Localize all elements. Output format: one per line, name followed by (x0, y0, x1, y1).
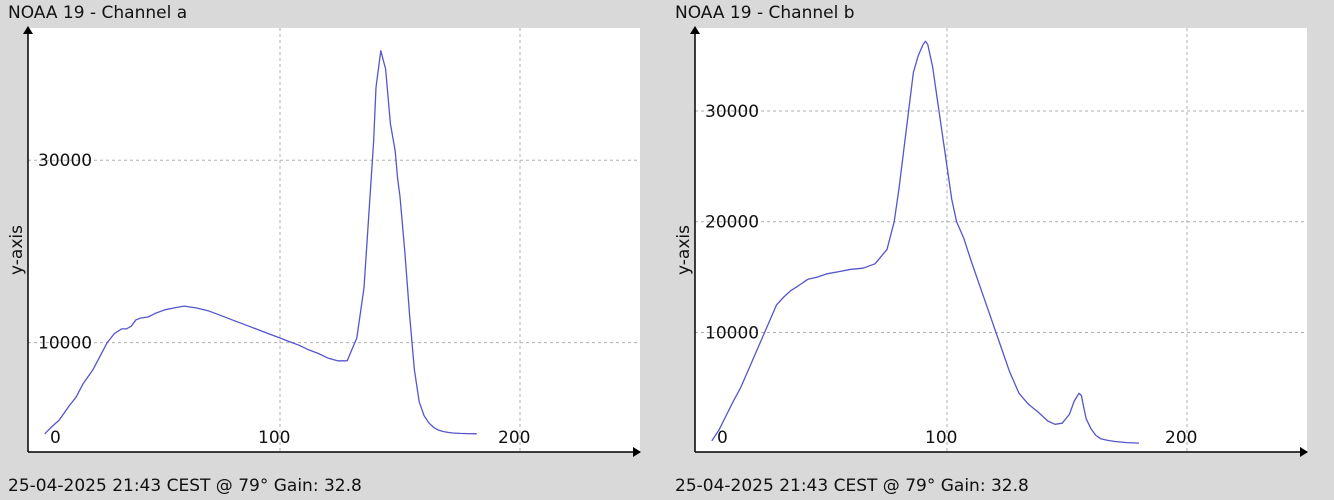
plot-area: 0 100 200 10000 20000 30000 y-axis (674, 26, 1308, 457)
x-tick-label: 100 (258, 428, 290, 448)
x-tick-label: 200 (498, 428, 530, 448)
x-tick-label: 0 (717, 428, 728, 448)
y-axis-title: y-axis (674, 225, 694, 275)
y-tick-label: 20000 (705, 213, 759, 233)
plot-area: 0 100 200 10000 30000 y-axis (7, 26, 641, 457)
chart-panel-a: NOAA 19 - Channel a 0 100 200 10000 30000 y-a… (7, 3, 641, 496)
x-tick-label: 0 (50, 428, 61, 448)
chart-panel-b: NOAA 19 - Channel b 0 100 200 10000 20000 300… (667, 0, 1334, 500)
y-tick-label: 10000 (705, 323, 759, 343)
y-tick-label: 10000 (38, 334, 92, 354)
y-axis-arrow (690, 26, 700, 34)
x-axis-arrow (633, 447, 641, 457)
plot-background (28, 28, 640, 452)
chart-footer: 25-04-2025 21:43 CEST @ 79° Gain: 32.8 (8, 476, 362, 496)
chart-title: NOAA 19 - Channel a (8, 3, 188, 23)
x-tick-label: 100 (925, 428, 957, 448)
y-axis-title: y-axis (7, 225, 27, 275)
y-tick-label: 30000 (38, 151, 92, 171)
x-tick-label: 200 (1165, 428, 1197, 448)
series-line (711, 40, 1140, 444)
chart-title: NOAA 19 - Channel b (675, 3, 855, 23)
series-line (44, 50, 477, 435)
plot-background (695, 28, 1307, 452)
y-tick-label: 30000 (705, 102, 759, 122)
x-axis-arrow (1300, 447, 1308, 457)
chart-footer: 25-04-2025 21:43 CEST @ 79° Gain: 32.8 (675, 476, 1029, 496)
y-axis-arrow (23, 26, 33, 34)
